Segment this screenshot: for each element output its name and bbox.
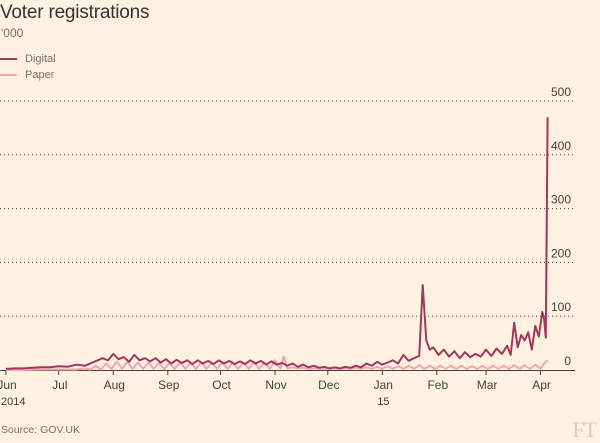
x-tick-sublabel-jun: 2014 <box>1 396 25 408</box>
x-tick-label-mar: Mar <box>477 378 498 392</box>
x-tick-label-jul: Jul <box>52 378 67 392</box>
legend: Digital Paper <box>0 51 56 83</box>
x-tick-sublabel-jan: 15 <box>377 396 389 408</box>
legend-label-digital: Digital <box>25 53 56 65</box>
series-line-digital <box>5 117 549 370</box>
ft-logo: FT <box>572 417 597 442</box>
x-tick-label-nov: Nov <box>265 378 286 392</box>
x-tick-label-jun: Jun <box>0 378 17 392</box>
y-tick-label-400: 400 <box>551 139 571 153</box>
legend-item-paper: Paper <box>0 67 56 83</box>
y-tick-label-100: 100 <box>551 300 571 314</box>
x-tick-label-oct: Oct <box>212 378 231 392</box>
x-tick-label-dec: Dec <box>318 378 339 392</box>
legend-label-paper: Paper <box>25 69 55 81</box>
legend-item-digital: Digital <box>0 51 56 67</box>
x-tick-label-feb: Feb <box>427 378 448 392</box>
y-tick-label-300: 300 <box>551 193 571 207</box>
x-tick-label-jan: Jan <box>374 378 393 392</box>
x-tick-label-apr: Apr <box>532 378 551 392</box>
y-tick-label-500: 500 <box>551 85 571 99</box>
legend-swatch-digital <box>0 58 17 60</box>
x-tick-label-aug: Aug <box>104 378 125 392</box>
y-tick-label-0: 0 <box>564 354 571 368</box>
x-tick-label-sep: Sep <box>158 378 180 392</box>
series-line-paper <box>6 355 549 371</box>
chart-subtitle: '000 <box>1 26 24 40</box>
chart-title: Voter registrations <box>0 2 150 23</box>
y-tick-label-200: 200 <box>551 246 571 260</box>
legend-swatch-paper <box>0 74 17 76</box>
chart-plot: 0 100 200 300 400 500 Jun 2014 Jul Aug Sep Oct Nov De… <box>0 85 575 408</box>
source-note: Source: GOV.UK <box>1 424 80 436</box>
